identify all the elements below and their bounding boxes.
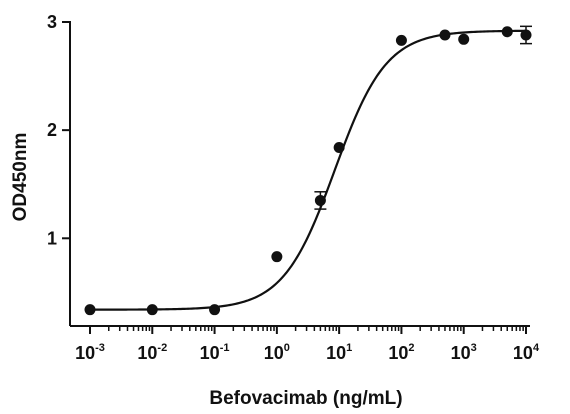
data-point (520, 29, 532, 41)
x-tick-label-exponent: 4 (533, 342, 540, 354)
x-tick-label: 10-3 (75, 342, 105, 363)
data-point (333, 141, 345, 153)
data-point (314, 194, 326, 206)
x-tick-label: 10-1 (200, 342, 230, 363)
x-tick-label-base: 10 (200, 343, 220, 363)
x-tick-label-base: 10 (388, 343, 408, 363)
data-point (146, 304, 158, 316)
x-tick-label: 104 (513, 342, 540, 363)
data-point (84, 304, 96, 316)
x-tick-label-base: 10 (75, 343, 95, 363)
y-axis-label: OD450nm (10, 133, 31, 222)
x-axis-label: Befovacimab (ng/mL) (209, 388, 402, 409)
fit-curve (90, 29, 527, 311)
x-tick-label: 103 (451, 342, 477, 363)
x-tick-label-base: 10 (264, 343, 284, 363)
x-tick-label-exponent: 3 (471, 342, 477, 354)
x-tick-label-exponent: -3 (95, 342, 105, 354)
x-tick-label: 10-2 (137, 342, 167, 363)
x-tick-label-exponent: -1 (220, 342, 230, 354)
data-point (209, 304, 221, 316)
data-point (271, 251, 283, 263)
x-tick-label-base: 10 (326, 343, 346, 363)
y-tick-label: 3 (47, 12, 57, 32)
y-tick-label: 1 (47, 228, 57, 248)
data-point (458, 33, 470, 45)
x-tick-label: 102 (388, 342, 414, 363)
x-tick-label-base: 10 (513, 343, 533, 363)
x-tick-label-exponent: 0 (284, 342, 290, 354)
x-tick-label: 101 (326, 342, 352, 363)
x-tick-label: 100 (264, 342, 290, 363)
x-tick-label-exponent: 1 (346, 342, 352, 354)
x-tick-label-base: 10 (451, 343, 471, 363)
x-tick-label-exponent: -2 (157, 342, 167, 354)
data-point (395, 34, 407, 46)
x-tick-label-base: 10 (137, 343, 157, 363)
x-tick-label-exponent: 2 (408, 342, 414, 354)
y-tick-label: 2 (47, 120, 57, 140)
data-point (501, 26, 513, 38)
data-point (439, 29, 451, 41)
